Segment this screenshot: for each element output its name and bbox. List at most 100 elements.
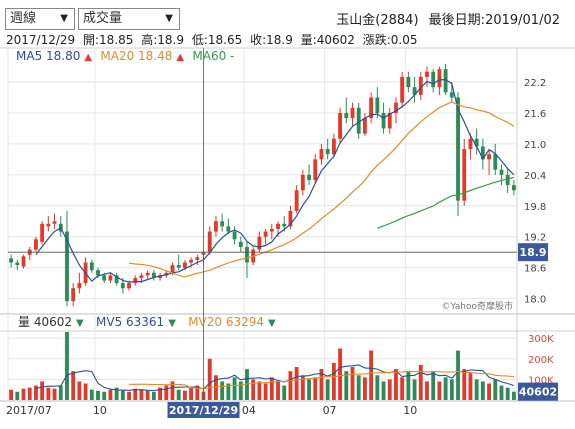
volume-bar — [456, 350, 460, 400]
volume-bar — [425, 381, 429, 400]
candle-body — [158, 275, 163, 278]
legend-ma5[interactable]: MA5 18.80 — [16, 49, 80, 63]
mv20-line — [129, 370, 514, 390]
candle-body — [369, 97, 374, 119]
candle-body — [511, 185, 516, 191]
legend-ma60[interactable]: MA60 - — [192, 49, 234, 63]
price-tick-label: 18.6 — [524, 264, 546, 275]
volume-bar — [120, 390, 125, 400]
close-label: 收: — [250, 33, 267, 47]
volume-bar — [158, 387, 163, 400]
volume-bar — [350, 367, 355, 400]
candle-body — [108, 275, 113, 281]
candle-body — [102, 275, 107, 281]
volume-bar — [505, 387, 510, 400]
current-price-label: 18.9 — [519, 246, 546, 259]
candle-body — [226, 226, 231, 232]
legend-arrow-down-icon: ▼ — [268, 318, 276, 329]
volume-bar — [52, 388, 57, 400]
indicator-select[interactable]: 成交量 ▼ — [78, 8, 180, 30]
candle-body — [145, 272, 150, 276]
volume-bar — [462, 369, 467, 400]
volume-bar — [65, 332, 69, 400]
volume-bar — [282, 385, 287, 400]
legend-ma20[interactable]: MA20 18.48 — [100, 49, 172, 63]
volume-bar — [139, 389, 144, 400]
last-date: 2019/01/02 — [485, 13, 560, 28]
volume-tick-label: 100K — [528, 375, 554, 386]
candle-body — [151, 272, 156, 278]
volume-bar — [89, 389, 94, 400]
candle-body — [418, 76, 423, 95]
candle-body — [182, 262, 187, 268]
candle-body — [71, 288, 76, 302]
candle-body — [65, 231, 69, 302]
volume-bar — [21, 388, 26, 400]
candle-body — [21, 256, 26, 267]
crosshair-date-label: 2017/12/29 — [169, 404, 238, 417]
x-tick-label: 2017/07 — [6, 404, 52, 417]
volume-bar — [176, 389, 181, 400]
current-volume-label: 40602 — [519, 386, 557, 399]
candle-body — [443, 69, 448, 93]
volume-bar — [319, 369, 324, 400]
volume-bar — [170, 381, 175, 400]
volume-bar — [511, 391, 516, 400]
volume-bar — [133, 388, 138, 400]
candle-body — [431, 71, 436, 88]
price-tick-label: 22.2 — [524, 78, 546, 89]
candle-body — [412, 87, 417, 95]
volume-bar — [58, 385, 63, 400]
candle-body — [34, 239, 38, 250]
candle-body — [505, 174, 510, 186]
volume-bar — [269, 377, 274, 400]
candle-body — [89, 262, 94, 271]
volume-bar — [214, 375, 218, 400]
candle-body — [499, 169, 504, 175]
volume-bar — [344, 371, 349, 400]
chevron-down-icon: ▼ — [60, 13, 68, 24]
volume-bar — [474, 379, 479, 400]
candle-body — [356, 107, 361, 134]
volume-bar — [40, 381, 45, 400]
candle-body — [77, 283, 82, 289]
candle-body — [220, 221, 225, 227]
volume-bar — [493, 379, 498, 400]
legend-volume[interactable]: 量 40602 — [18, 315, 72, 329]
volume-bar — [220, 381, 225, 400]
candle-body — [176, 265, 181, 268]
current-price-badge — [518, 243, 548, 262]
candle-body — [462, 149, 467, 201]
change-label: 漲跌: — [362, 33, 391, 47]
volume-bar — [145, 390, 150, 400]
volume-bar — [46, 387, 51, 400]
candle-body — [387, 112, 392, 129]
legend-arrow-up-icon: ▲ — [176, 52, 184, 63]
period-select[interactable]: 週線 ▼ — [5, 8, 75, 30]
ma20-line — [128, 101, 515, 278]
watermark: ©Yahoo奇摩股市 — [442, 300, 514, 312]
legend-mv20[interactable]: MV20 63294 — [188, 315, 264, 329]
volume-bar — [77, 381, 82, 400]
legend-arrow-down-icon: ▼ — [76, 318, 84, 329]
volume-tick-label: 200K — [528, 355, 554, 366]
legend-mv5[interactable]: MV5 63361 — [96, 315, 164, 329]
volume-bar — [499, 385, 504, 400]
volume-bar — [369, 350, 374, 400]
candle-body — [493, 154, 498, 170]
volume-bar — [375, 375, 380, 400]
candle-body — [195, 257, 200, 260]
candle-body — [114, 275, 119, 284]
volume-bar — [102, 391, 107, 400]
volume-bar — [96, 390, 100, 400]
volume-bar — [468, 373, 473, 400]
candle-body — [238, 241, 243, 248]
candle-body — [15, 262, 20, 266]
candle-body — [257, 236, 262, 250]
volume-bar — [257, 381, 262, 400]
candle-body — [480, 146, 485, 160]
candle-body — [449, 92, 454, 98]
candle-body — [133, 277, 138, 284]
candle-body — [120, 283, 125, 289]
